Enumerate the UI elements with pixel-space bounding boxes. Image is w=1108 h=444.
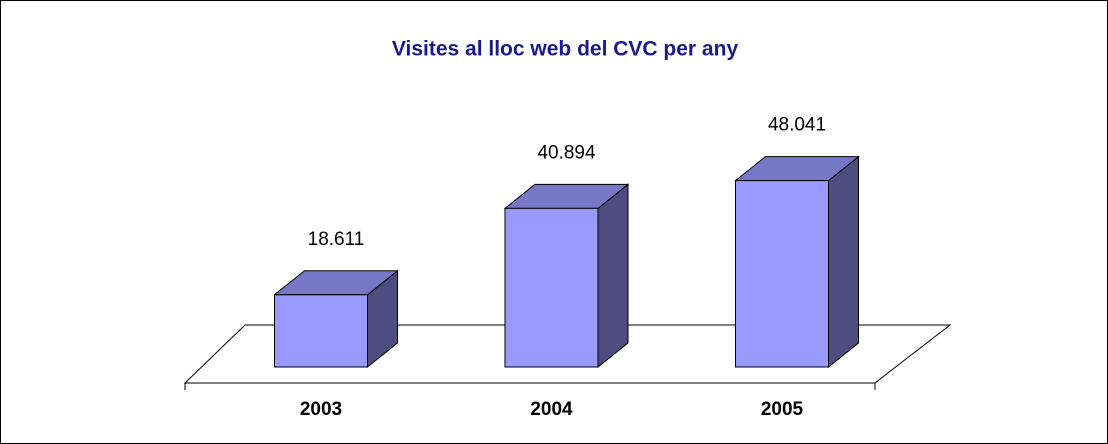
bar [274,294,368,368]
x-tick-label: 2004 [530,399,573,420]
value-label: 40.894 [537,142,596,163]
value-label: 18.611 [308,229,365,250]
x-tick-label: 2005 [761,399,804,420]
bar [504,207,599,368]
bar-side [828,155,859,369]
bar [735,180,829,368]
chart-title: Visites al lloc web del CVC per any [392,38,739,61]
x-tick-label: 2003 [300,399,342,420]
bar-side [597,183,629,369]
value-label: 48.041 [768,115,826,136]
